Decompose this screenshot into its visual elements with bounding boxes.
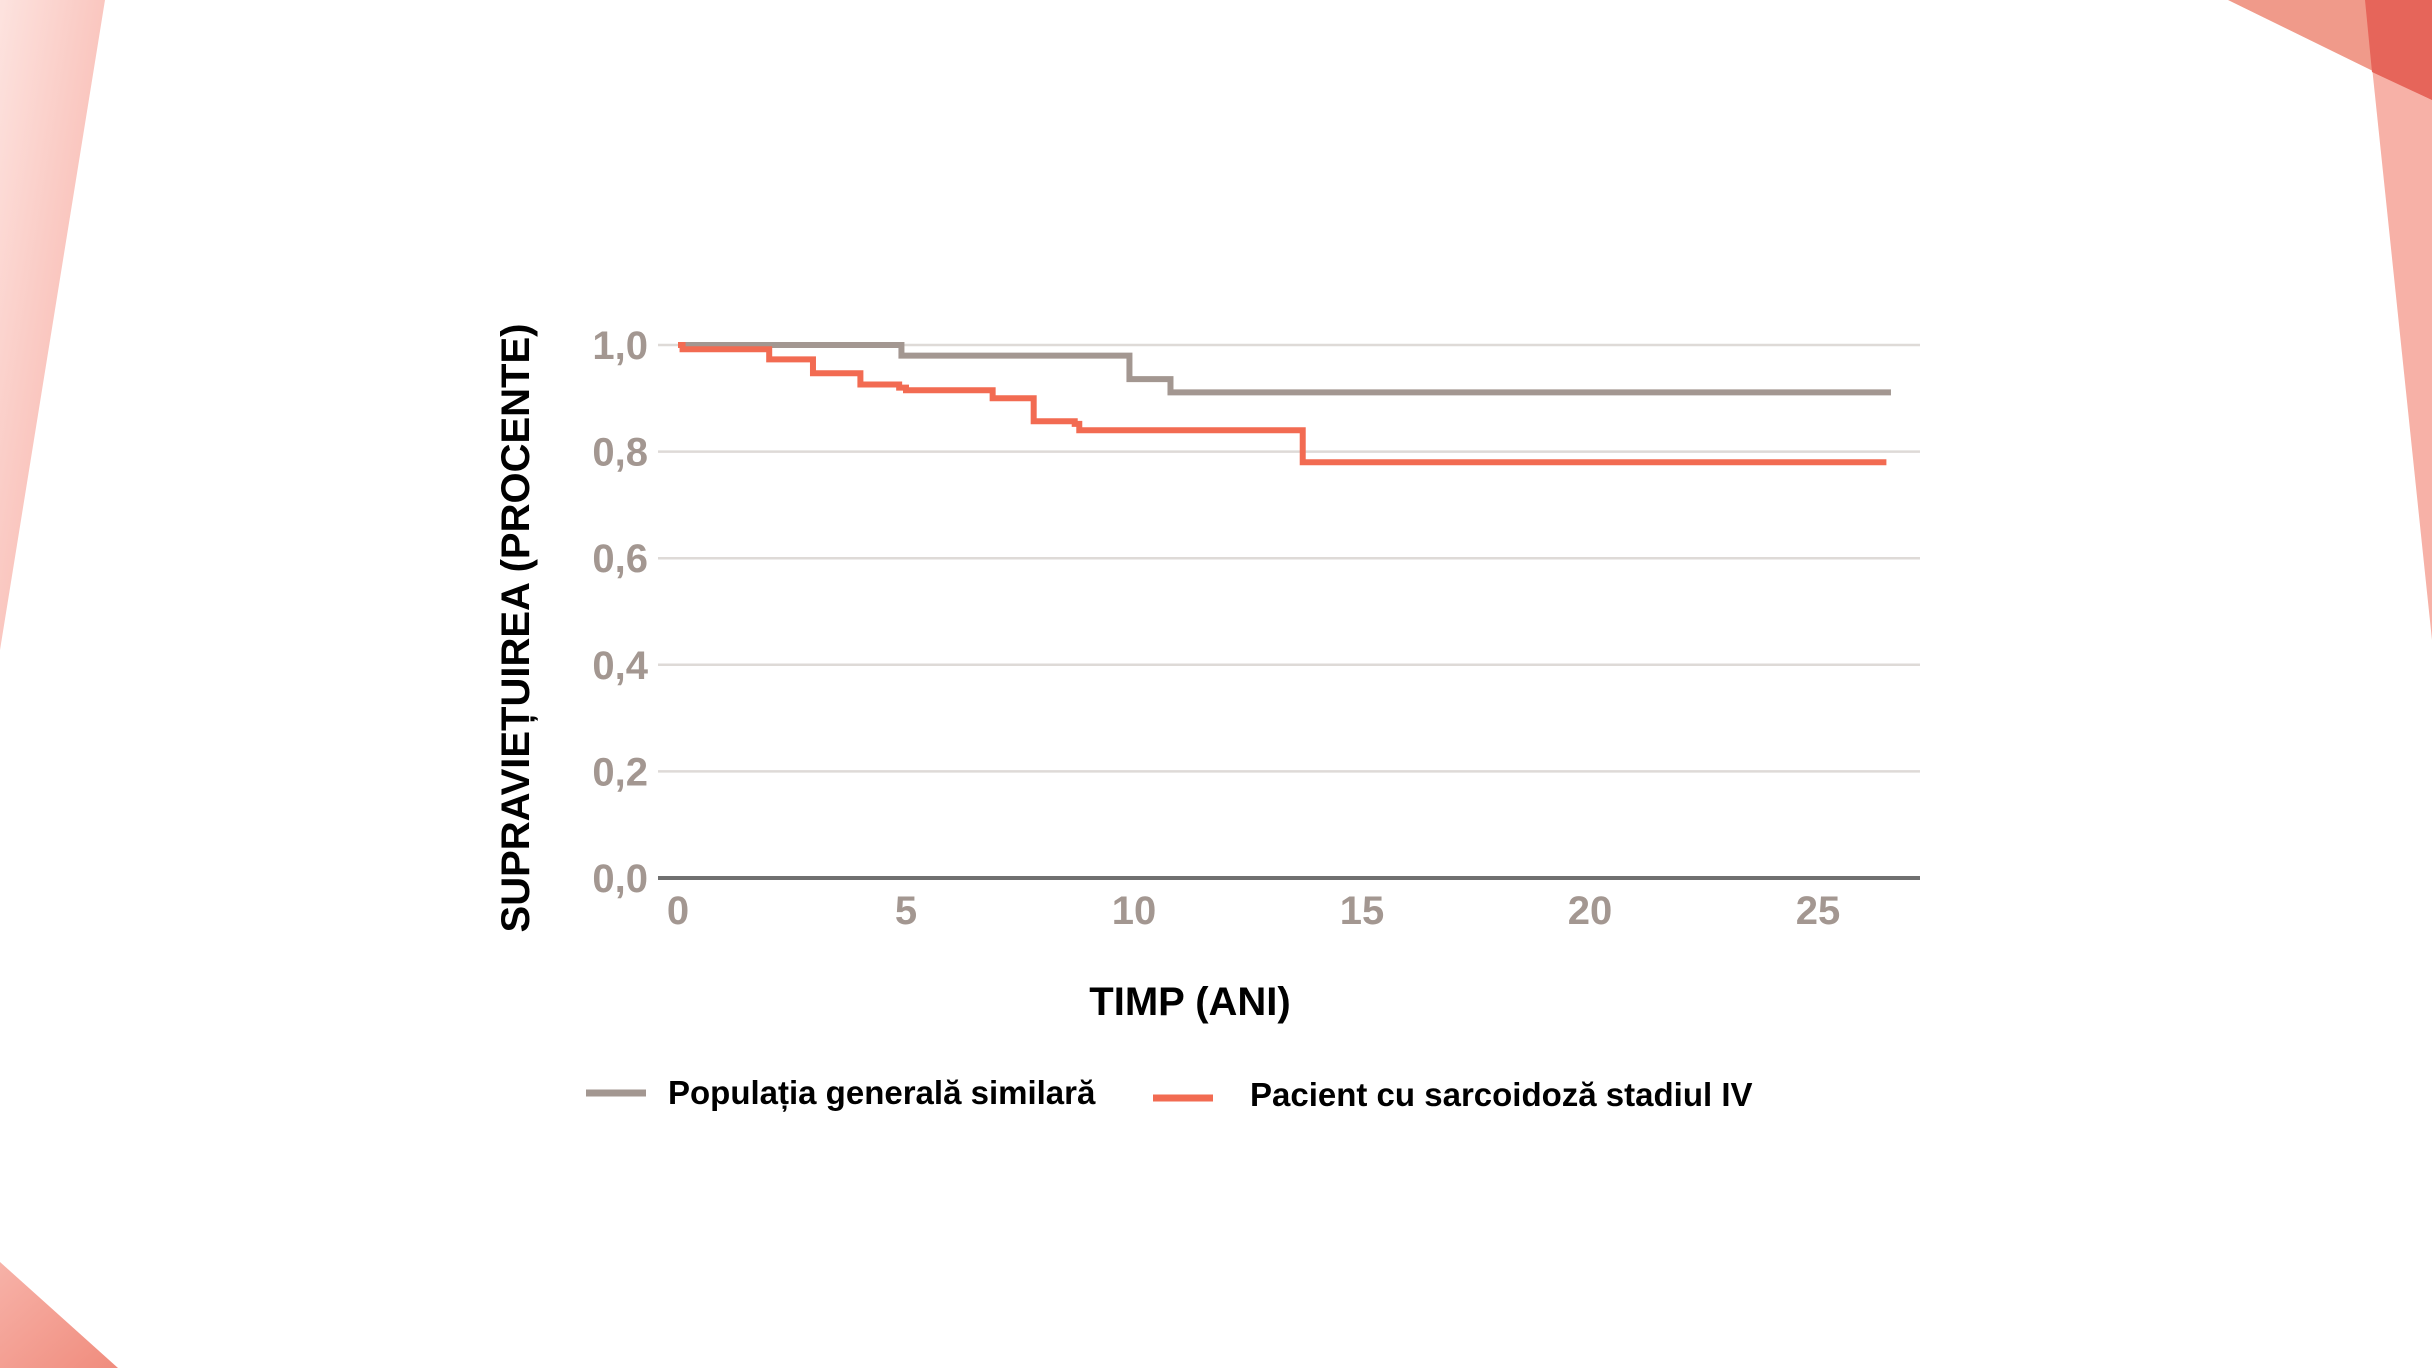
legend: Populația generală similară Pacient cu s…	[586, 1074, 1753, 1113]
y-tick-label: 0,2	[592, 750, 648, 794]
y-tick-label: 0,0	[592, 857, 648, 901]
y-tick-label: 0,8	[592, 431, 648, 475]
legend-label-patient: Pacient cu sarcoidoză stadiul IV	[1250, 1076, 1753, 1113]
x-tick-label: 0	[667, 889, 689, 933]
y-tick-label: 1,0	[592, 324, 648, 368]
x-tick-label: 10	[1112, 889, 1157, 933]
x-tick-label: 5	[895, 889, 917, 933]
series-lines	[678, 342, 1891, 466]
decor-triangle-top-left	[0, 0, 105, 650]
decor-strip-right	[2365, 0, 2432, 640]
y-tick-label: 0,6	[592, 537, 648, 581]
x-tick-label: 25	[1796, 889, 1841, 933]
y-tick-labels: 0,0 0,2 0,4 0,6 0,8 1,0	[592, 324, 648, 901]
y-tick-label: 0,4	[592, 644, 648, 688]
series-patient	[678, 342, 1887, 466]
y-axis-title: SUPRAVIEȚUIREA (PROCENTE)	[494, 324, 538, 933]
decor-triangle-bottom-left	[0, 1262, 118, 1368]
decor-triangle-top-right-dark	[2365, 0, 2432, 100]
legend-label-general-population: Populația generală similară	[668, 1074, 1096, 1112]
series-general-population	[678, 342, 1891, 396]
x-axis-title: TIMP (ANI)	[1089, 980, 1290, 1024]
gridlines	[658, 343, 1920, 880]
x-tick-labels: 0 5 10 15 20 25	[667, 889, 1840, 933]
x-tick-label: 15	[1340, 889, 1385, 933]
x-tick-label: 20	[1568, 889, 1613, 933]
